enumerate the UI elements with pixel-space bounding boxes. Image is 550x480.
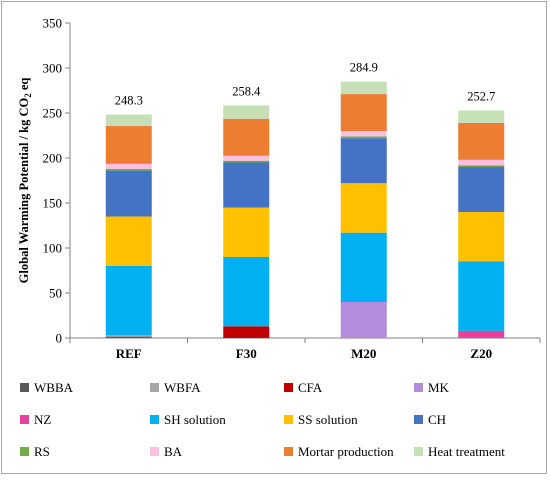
bar-segment-ch-z20 bbox=[458, 167, 505, 212]
bar-segment-heat-treatment-ref bbox=[105, 114, 152, 127]
bar-segment-rs-m20 bbox=[340, 136, 387, 139]
bar-segment-sh-solution-m20 bbox=[340, 232, 387, 302]
legend-swatch bbox=[284, 415, 293, 424]
bar-segment-mk-m20 bbox=[340, 302, 387, 338]
x-category-label: Z20 bbox=[470, 346, 492, 361]
bar-segment-nz-z20 bbox=[458, 330, 505, 338]
bar-segment-ba-m20 bbox=[340, 131, 387, 137]
x-category-label: REF bbox=[116, 346, 142, 361]
legend-swatch bbox=[414, 415, 423, 424]
bar-segment-ba-z20 bbox=[458, 159, 505, 166]
bar-segment-cfa-f30 bbox=[223, 326, 270, 338]
bar-segment-mortar-production-f30 bbox=[223, 118, 270, 156]
bar-segment-wbba-ref bbox=[105, 336, 152, 338]
bar-segment-ss-solution-f30 bbox=[223, 207, 270, 257]
legend-swatch bbox=[150, 447, 159, 456]
y-axis-label-group: Global Warming Potential / kg CO2 eq bbox=[17, 78, 33, 284]
legend-swatch bbox=[284, 447, 293, 456]
bar-total-label: 252.7 bbox=[467, 90, 495, 104]
bar-segment-ch-m20 bbox=[340, 138, 387, 184]
legend-swatch bbox=[414, 383, 423, 392]
y-tick-label: 0 bbox=[56, 331, 63, 346]
legend-swatch bbox=[150, 383, 159, 392]
legend-label: NZ bbox=[34, 412, 51, 427]
bar-segment-wbfa-ref bbox=[105, 335, 152, 337]
bar-segment-mortar-production-z20 bbox=[458, 122, 505, 160]
chart-frame: Global Warming Potential / kg CO2 eq 0 50… bbox=[1, 1, 547, 474]
legend-swatch bbox=[20, 383, 29, 392]
bar-segment-rs-z20 bbox=[458, 165, 505, 167]
bar-segment-heat-treatment-z20 bbox=[458, 110, 505, 123]
y-tick-label: 300 bbox=[43, 61, 63, 76]
y-axis-title: Global Warming Potential / kg CO2 eq bbox=[17, 78, 33, 284]
bars bbox=[105, 81, 505, 338]
legend-label: WBBA bbox=[34, 380, 74, 395]
bar-segment-ch-f30 bbox=[223, 162, 270, 208]
legend: WBBA WBFA CFA MK NZ SH solution SS solution CH R… bbox=[20, 380, 505, 459]
y-tick-label: 200 bbox=[43, 151, 63, 166]
bar-total-label: 284.9 bbox=[350, 61, 378, 75]
bar-segment-rs-ref bbox=[105, 168, 152, 171]
bar-segment-heat-treatment-f30 bbox=[223, 105, 270, 119]
legend-label: CFA bbox=[298, 380, 323, 395]
bar-segment-ba-f30 bbox=[223, 155, 270, 161]
legend-swatch bbox=[20, 447, 29, 456]
bar-segment-ss-solution-ref bbox=[105, 216, 152, 266]
legend-label: SH solution bbox=[164, 412, 226, 427]
bar-segment-mortar-production-m20 bbox=[340, 94, 387, 131]
y-tick-label: 150 bbox=[43, 196, 63, 211]
legend-label: MK bbox=[428, 380, 450, 395]
bar-total-label: 258.4 bbox=[232, 84, 261, 98]
bar-segment-rs-f30 bbox=[223, 160, 270, 163]
y-tick-label: 350 bbox=[43, 16, 63, 31]
bar-segment-mortar-production-ref bbox=[105, 126, 152, 164]
stacked-bar-chart: Global Warming Potential / kg CO2 eq 0 50… bbox=[17, 16, 541, 459]
legend-label: CH bbox=[428, 412, 446, 427]
bar-segment-sh-solution-ref bbox=[105, 266, 152, 336]
legend-label: BA bbox=[164, 444, 183, 459]
legend-label: Heat treatment bbox=[428, 444, 505, 459]
y-tick-label: 250 bbox=[43, 106, 63, 121]
bar-total-label: 248.3 bbox=[115, 94, 143, 108]
legend-label: Mortar production bbox=[298, 444, 394, 459]
y-tick-label: 50 bbox=[49, 286, 62, 301]
bar-segment-ss-solution-m20 bbox=[340, 183, 387, 233]
legend-label: SS solution bbox=[298, 412, 358, 427]
x-category-label: F30 bbox=[236, 346, 257, 361]
legend-swatch bbox=[284, 383, 293, 392]
bar-segment-heat-treatment-m20 bbox=[340, 81, 387, 95]
legend-swatch bbox=[150, 415, 159, 424]
legend-swatch bbox=[20, 415, 29, 424]
legend-label: WBFA bbox=[164, 380, 201, 395]
bar-segment-ss-solution-z20 bbox=[458, 212, 505, 262]
bar-segment-ba-ref bbox=[105, 163, 152, 169]
x-category-label: M20 bbox=[351, 346, 376, 361]
bar-segment-sh-solution-f30 bbox=[223, 257, 270, 327]
legend-label: RS bbox=[34, 444, 50, 459]
legend-swatch bbox=[414, 447, 423, 456]
bar-segment-sh-solution-z20 bbox=[458, 261, 505, 331]
labels: REF 248.3 F30 258.4 M20 284.9 Z20 252.7 bbox=[115, 61, 496, 361]
bar-segment-ch-ref bbox=[105, 170, 152, 217]
y-tick-label: 100 bbox=[43, 241, 63, 256]
